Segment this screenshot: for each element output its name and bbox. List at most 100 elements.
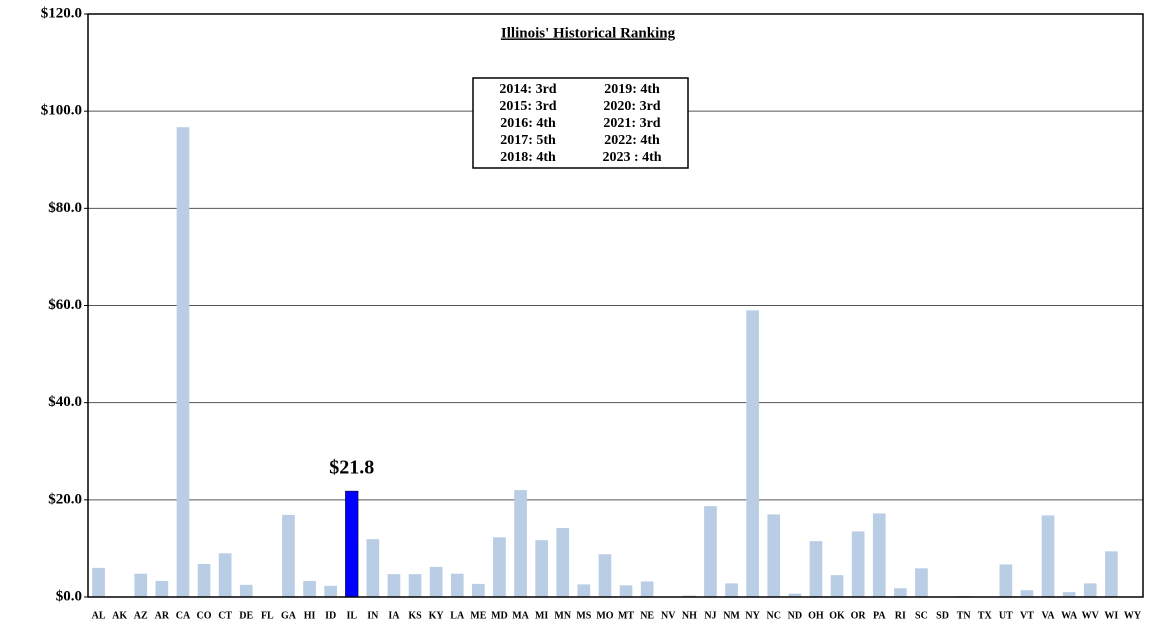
x-tick-label: NV: [661, 610, 676, 621]
bar: [134, 573, 148, 597]
bar: [1062, 592, 1076, 597]
x-tick-label: ND: [788, 610, 802, 621]
x-tick-label: ID: [325, 610, 336, 621]
bar: [387, 574, 401, 597]
x-tick-label: OR: [851, 610, 867, 621]
x-tick-label: WY: [1124, 610, 1142, 621]
bar: [894, 588, 907, 597]
x-tick-label: GA: [281, 610, 297, 621]
bar: [408, 574, 422, 597]
x-tick-label: AK: [112, 610, 127, 621]
y-tick-label: $120.0: [41, 5, 82, 21]
bar: [345, 490, 359, 598]
bar: [725, 583, 738, 597]
ranking-entry: 2017: 5th: [500, 133, 556, 148]
x-tick-label: SC: [915, 610, 928, 621]
x-tick-label: NC: [767, 610, 781, 621]
ranking-entry: 2021: 3rd: [603, 116, 660, 131]
x-tick-label: CA: [176, 610, 191, 621]
x-tick-label: NJ: [704, 610, 716, 621]
bar: [788, 593, 802, 597]
bar: [830, 575, 844, 597]
y-tick-label: $20.0: [48, 491, 82, 507]
x-tick-label: TX: [978, 610, 993, 621]
x-tick-label: KY: [429, 610, 445, 621]
ranking-entry: 2023 : 4th: [602, 150, 661, 165]
bar: [704, 506, 717, 597]
bar: [493, 537, 506, 597]
x-tick-label: SD: [936, 610, 949, 621]
x-tick-label: MD: [491, 610, 508, 621]
x-tick-label: UT: [999, 610, 1013, 621]
bar: [598, 554, 612, 597]
x-tick-label: OK: [829, 610, 845, 621]
x-tick-label: KS: [408, 610, 422, 621]
bar: [239, 584, 253, 597]
bar: [640, 581, 654, 597]
bar: [577, 584, 591, 597]
x-tick-label: FL: [261, 610, 274, 621]
bar: [176, 127, 190, 598]
bar: [767, 514, 781, 597]
bar: [1105, 551, 1118, 597]
ranking-entry: 2018: 4th: [500, 150, 556, 165]
bar: [746, 310, 759, 597]
x-tick-label: ME: [470, 610, 486, 621]
ranking-entry: 2020: 3rd: [603, 99, 660, 114]
x-tick-label: AR: [155, 610, 170, 621]
x-tick-label: OH: [808, 610, 824, 621]
x-tick-label: AZ: [134, 610, 148, 621]
bar: [999, 564, 1013, 597]
bar: [366, 539, 380, 597]
x-tick-label: AL: [92, 610, 106, 621]
y-tick-label: $80.0: [48, 200, 82, 216]
bar: [535, 540, 548, 597]
annotation-box: [472, 77, 689, 169]
x-tick-label: DE: [239, 610, 253, 621]
bar: [556, 528, 570, 597]
x-tick-label: WI: [1104, 610, 1118, 621]
bar: [282, 514, 295, 597]
bar: [450, 573, 464, 597]
bar: [514, 490, 527, 597]
bar: [429, 566, 443, 597]
x-tick-label: NH: [682, 610, 697, 621]
y-tick-label: $60.0: [48, 297, 82, 313]
x-tick-label: HI: [304, 610, 316, 621]
bar: [1041, 515, 1055, 597]
x-tick-label: IL: [346, 610, 357, 621]
y-tick-label: $100.0: [41, 103, 82, 119]
bar: [809, 541, 823, 597]
x-tick-label: IA: [388, 610, 400, 621]
x-tick-label: NY: [745, 610, 760, 621]
bar: [1083, 583, 1097, 597]
x-tick-label: MI: [535, 610, 548, 621]
bar: [1020, 590, 1034, 597]
x-tick-label: LA: [450, 610, 465, 621]
bar: [92, 567, 105, 597]
bar: [324, 585, 337, 597]
ranking-entry: 2014: 3rd: [499, 82, 556, 97]
ranking-entry: 2022: 4th: [604, 133, 660, 148]
x-tick-label: CO: [197, 610, 212, 621]
x-tick-label: WV: [1082, 610, 1100, 621]
bar: [915, 568, 928, 597]
x-tick-label: CT: [218, 610, 232, 621]
bar: [472, 583, 485, 597]
y-tick-label: $40.0: [48, 394, 82, 410]
value-label: $21.8: [329, 457, 374, 479]
bar: [197, 563, 211, 597]
bar: [218, 553, 232, 597]
bar: [155, 580, 169, 597]
x-tick-label: VA: [1041, 610, 1055, 621]
x-tick-label: MN: [554, 610, 571, 621]
x-tick-label: MO: [596, 610, 613, 621]
ranking-entry: 2019: 4th: [604, 82, 660, 97]
x-tick-label: IN: [367, 610, 379, 621]
x-tick-label: RI: [895, 610, 906, 621]
annotation-title: Illinois' Historical Ranking: [501, 25, 676, 41]
x-tick-label: NE: [640, 610, 654, 621]
ranking-entry: 2016: 4th: [500, 116, 556, 131]
x-tick-label: MT: [618, 610, 634, 621]
